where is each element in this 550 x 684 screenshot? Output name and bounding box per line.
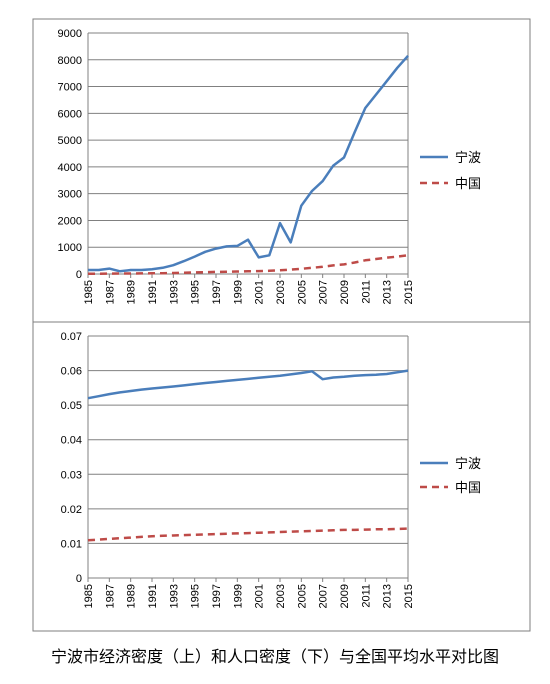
y-tick-label: 5000 bbox=[58, 135, 82, 147]
x-tick-label: 1995 bbox=[190, 584, 202, 608]
x-tick-label: 1993 bbox=[168, 584, 180, 608]
y-tick-label: 8000 bbox=[58, 55, 82, 67]
y-tick-label: 0.05 bbox=[61, 400, 82, 412]
bottom-chart-frame bbox=[32, 321, 531, 632]
x-tick-label: 2013 bbox=[382, 280, 394, 304]
x-tick-label: 1989 bbox=[126, 584, 138, 608]
x-tick-label: 1997 bbox=[211, 280, 223, 304]
y-tick-label: 0 bbox=[76, 573, 82, 585]
x-tick-label: 1997 bbox=[211, 584, 223, 608]
y-tick-label: 0.03 bbox=[61, 469, 82, 481]
top-chart-frame bbox=[32, 18, 531, 323]
x-tick-label: 1999 bbox=[232, 280, 244, 304]
x-tick-label: 2005 bbox=[296, 280, 308, 304]
y-tick-label: 9000 bbox=[58, 28, 82, 40]
y-tick-label: 0.07 bbox=[61, 331, 82, 343]
y-tick-label: 2000 bbox=[58, 215, 82, 227]
figure-caption: 宁波市经济密度（上）和人口密度（下）与全国平均水平对比图 bbox=[50, 647, 499, 666]
x-tick-label: 1985 bbox=[83, 584, 95, 608]
y-tick-label: 0.06 bbox=[61, 366, 82, 378]
x-tick-label: 2011 bbox=[360, 584, 372, 608]
x-tick-label: 2009 bbox=[339, 280, 351, 304]
x-tick-label: 1985 bbox=[83, 280, 95, 304]
x-tick-label: 2013 bbox=[382, 584, 394, 608]
x-tick-label: 1991 bbox=[147, 584, 159, 608]
series-line-ningbo bbox=[88, 54, 409, 273]
legend-label: 宁波 bbox=[455, 456, 481, 471]
x-tick-label: 2005 bbox=[296, 584, 308, 608]
x-tick-label: 1993 bbox=[168, 280, 180, 304]
series-line-china bbox=[88, 254, 409, 275]
x-tick-label: 1987 bbox=[104, 280, 116, 304]
x-tick-label: 2015 bbox=[403, 280, 415, 304]
y-tick-label: 0.02 bbox=[61, 504, 82, 516]
x-tick-label: 2001 bbox=[254, 280, 266, 304]
x-tick-label: 2007 bbox=[318, 280, 330, 304]
x-tick-label: 1995 bbox=[190, 280, 202, 304]
y-tick-label: 7000 bbox=[58, 82, 82, 94]
x-tick-label: 2001 bbox=[254, 584, 266, 608]
x-tick-label: 2009 bbox=[339, 584, 351, 608]
bottom-chart: 0 0.01 0.02 0.03 0.04 0.05 0.06 0.07 1985 1987 198… bbox=[61, 331, 481, 608]
y-tick-label: 0.04 bbox=[61, 435, 82, 447]
y-tick-label: 0 bbox=[76, 269, 82, 281]
x-tick-label: 1999 bbox=[232, 584, 244, 608]
x-tick-label: 2003 bbox=[275, 280, 287, 304]
series-line-china bbox=[87, 527, 409, 542]
legend-label: 中国 bbox=[455, 480, 481, 495]
series-line-ningbo bbox=[87, 369, 409, 400]
y-tick-label: 0.01 bbox=[61, 538, 82, 550]
legend-label: 中国 bbox=[455, 176, 481, 191]
top-chart: 0 1000 2000 3000 4000 5000 6000 7000 8000 9000 198… bbox=[58, 28, 482, 304]
y-tick-label: 4000 bbox=[58, 162, 82, 174]
x-tick-label: 2011 bbox=[360, 280, 372, 304]
y-tick-label: 1000 bbox=[58, 242, 82, 254]
x-tick-label: 2003 bbox=[275, 584, 287, 608]
legend-label: 宁波 bbox=[455, 150, 481, 165]
x-tick-label: 2015 bbox=[403, 584, 415, 608]
x-tick-label: 1987 bbox=[104, 584, 116, 608]
x-tick-label: 1991 bbox=[147, 280, 159, 304]
y-tick-label: 3000 bbox=[58, 189, 82, 201]
x-tick-label: 2007 bbox=[318, 584, 330, 608]
y-tick-label: 6000 bbox=[58, 108, 82, 120]
x-tick-label: 1989 bbox=[126, 280, 138, 304]
